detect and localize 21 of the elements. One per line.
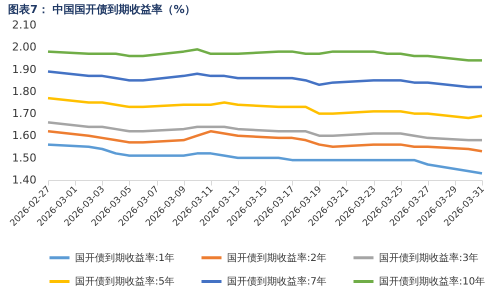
- y-tick-label: 1.70: [12, 107, 36, 120]
- legend-label: 国开债到期收益率:7年: [227, 276, 327, 288]
- line-series: [46, 143, 484, 175]
- line-series: [46, 70, 484, 88]
- y-tick-label: 1.80: [12, 84, 36, 98]
- line-series: [46, 121, 484, 142]
- legend-label: 国开债到期收益率:10年: [379, 276, 486, 288]
- chart-title: 图表7： 中国国开债到期收益率（%）: [8, 3, 196, 16]
- y-tick-label: 2.10: [12, 18, 36, 32]
- y-tick-label: 1.60: [12, 129, 36, 142]
- legend-label: 国开债到期收益率:2年: [227, 252, 327, 264]
- legend-label: 国开债到期收益率:5年: [75, 276, 175, 288]
- legend-label: 国开债到期收益率:1年: [75, 252, 175, 264]
- y-tick-label: 1.50: [12, 151, 36, 164]
- y-tick-label: 1.40: [12, 174, 36, 186]
- line-series: [46, 48, 484, 62]
- line-series: [46, 130, 484, 152]
- y-tick-label: 2.00: [12, 40, 36, 54]
- legend-label: 国开债到期收益率:3年: [379, 252, 479, 264]
- line-series: [46, 96, 484, 120]
- y-tick-label: 1.90: [12, 62, 36, 76]
